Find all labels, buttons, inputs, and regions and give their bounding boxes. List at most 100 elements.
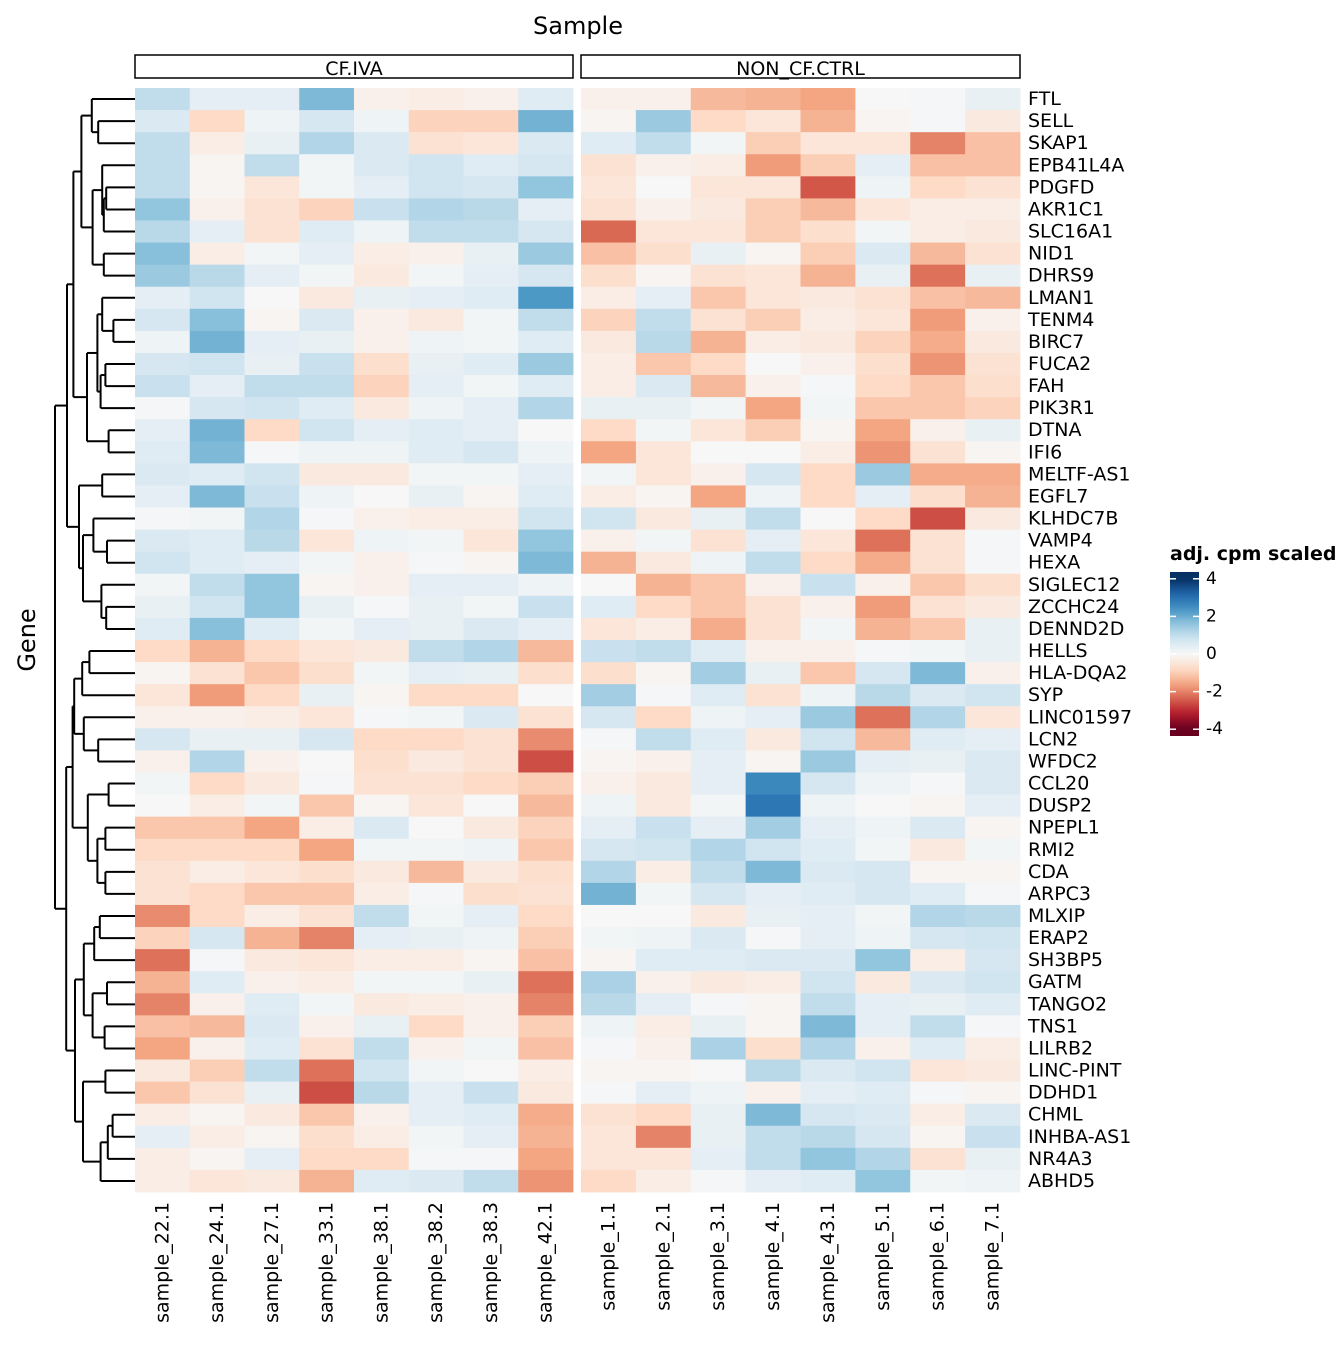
heatmap-cell	[135, 463, 191, 486]
heatmap-cell	[354, 1059, 410, 1082]
heatmap-cell	[745, 750, 801, 773]
heatmap-cell	[189, 573, 245, 597]
heatmap-cell	[189, 1059, 245, 1082]
heatmap-cell	[518, 882, 574, 906]
sample-label: sample_3.1	[707, 1202, 729, 1311]
heatmap-cell	[463, 904, 519, 928]
heatmap-cell	[800, 662, 856, 685]
heatmap-cell	[855, 1015, 911, 1038]
heatmap-cell	[690, 88, 747, 111]
sample-label: sample_38.3	[480, 1202, 502, 1323]
heatmap-cell	[745, 794, 801, 818]
gene-label: KLHDC7B	[1028, 508, 1118, 530]
heatmap-cell	[910, 595, 966, 619]
heatmap-cell	[745, 860, 801, 884]
heatmap-cell	[354, 993, 410, 1016]
heatmap-cell	[910, 838, 966, 862]
legend-tick-label: -2	[1206, 682, 1223, 702]
heatmap-cell	[463, 706, 519, 729]
heatmap-cell	[463, 1147, 519, 1171]
heatmap-cell	[463, 662, 519, 685]
heatmap-cell	[581, 88, 637, 111]
heatmap-cell	[408, 1037, 464, 1060]
heatmap-cell	[581, 176, 637, 199]
legend-tick-label: 4	[1206, 569, 1217, 589]
heatmap-cell	[463, 860, 519, 884]
heatmap-cell	[690, 308, 747, 332]
heatmap-cell	[463, 684, 519, 707]
heatmap-cell	[581, 573, 637, 597]
heatmap-cell	[463, 640, 519, 663]
heatmap-cell	[299, 485, 355, 508]
heatmap-cell	[855, 110, 911, 133]
heatmap-cell	[299, 949, 355, 972]
heatmap-cell	[581, 1081, 637, 1105]
strip-label: CF.IVA	[325, 58, 383, 80]
heatmap-cell	[745, 573, 801, 597]
heatmap-cell	[244, 352, 300, 376]
heatmap-cell	[135, 154, 191, 177]
heatmap-cell	[189, 286, 245, 310]
heatmap-cell	[244, 640, 300, 663]
heatmap-cell	[408, 1015, 464, 1038]
heatmap-cell	[745, 220, 801, 243]
gene-label: DENND2D	[1028, 618, 1124, 640]
heatmap-cell	[690, 441, 747, 464]
heatmap-cell	[745, 971, 801, 994]
heatmap-cell	[800, 794, 856, 818]
heatmap-cell	[189, 949, 245, 972]
heatmap-cell	[408, 838, 464, 862]
heatmap-cell	[910, 794, 966, 818]
heatmap-cell	[463, 573, 519, 597]
heatmap-cell	[855, 860, 911, 884]
heatmap-cell	[910, 132, 966, 155]
heatmap-cell	[635, 617, 692, 641]
heatmap-cell	[581, 971, 637, 994]
heatmap-cell	[855, 728, 911, 751]
heatmap-cell	[745, 132, 801, 155]
heatmap-cell	[244, 662, 300, 685]
heatmap-cell	[408, 1103, 464, 1127]
heatmap-cell	[135, 198, 191, 221]
heatmap-cell	[635, 728, 692, 751]
heatmap-cell	[408, 573, 464, 597]
heatmap-cell	[800, 1169, 856, 1193]
heatmap-cell	[745, 706, 801, 729]
heatmap-cell	[463, 286, 519, 310]
heatmap-cells	[135, 88, 1021, 1193]
heatmap-cell	[244, 971, 300, 994]
heatmap-cell	[244, 1125, 300, 1149]
heatmap-cell	[135, 1081, 191, 1105]
heatmap-cell	[910, 242, 966, 266]
heatmap-cell	[635, 1015, 692, 1038]
heatmap-cell	[463, 154, 519, 177]
heatmap-cell	[855, 551, 911, 575]
heatmap-cell	[408, 927, 464, 950]
heatmap-cell	[299, 1037, 355, 1060]
heatmap-cell	[690, 662, 747, 685]
heatmap-cell	[518, 397, 574, 420]
heatmap-cell	[800, 110, 856, 133]
heatmap-cell	[408, 772, 464, 795]
heatmap-cell	[690, 154, 747, 177]
heatmap-cell	[244, 198, 300, 221]
heatmap-cell	[463, 352, 519, 376]
heatmap-cell	[635, 308, 692, 332]
heatmap-cell	[408, 352, 464, 376]
heatmap-cell	[965, 860, 1021, 884]
heatmap-cell	[463, 1059, 519, 1082]
heatmap-cell	[408, 220, 464, 243]
heatmap-cell	[135, 529, 191, 553]
heatmap-cell	[518, 1015, 574, 1038]
heatmap-cell	[965, 441, 1021, 464]
heatmap-cell	[299, 728, 355, 751]
heatmap-cell	[581, 1147, 637, 1171]
gene-label: HEXA	[1028, 552, 1080, 574]
heatmap-cell	[299, 684, 355, 707]
heatmap-cell	[518, 1081, 574, 1105]
heatmap-cell	[581, 949, 637, 972]
heatmap-cell	[463, 507, 519, 530]
heatmap-cell	[189, 1103, 245, 1127]
heatmap-cell	[354, 949, 410, 972]
heatmap-cell	[581, 838, 637, 862]
